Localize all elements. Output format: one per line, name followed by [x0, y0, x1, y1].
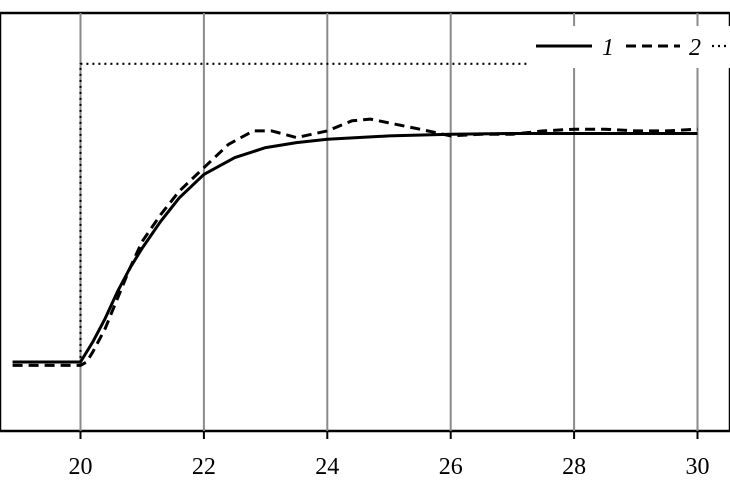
x-tick-label-26: 26 — [439, 454, 463, 480]
series-dotted-dotted-line — [12, 62, 698, 364]
x-axis-ticks: 20 22 24 26 28 30 — [69, 431, 710, 480]
x-tick-label-20: 20 — [69, 454, 93, 480]
x-tick-label-22: 22 — [192, 454, 216, 480]
series-layer — [12, 62, 698, 367]
x-tick-label-28: 28 — [562, 454, 586, 480]
x-tick-label-30: 30 — [686, 454, 710, 480]
legend-label-1: 1 — [602, 35, 614, 61]
x-tick-label-24: 24 — [315, 454, 339, 480]
vertical-grid — [79, 13, 699, 431]
plot-frame — [0, 11, 730, 433]
series-2-dashed-line — [12, 117, 698, 367]
legend-label-2: 2 — [689, 35, 701, 61]
series-1-solid-line — [12, 132, 698, 364]
